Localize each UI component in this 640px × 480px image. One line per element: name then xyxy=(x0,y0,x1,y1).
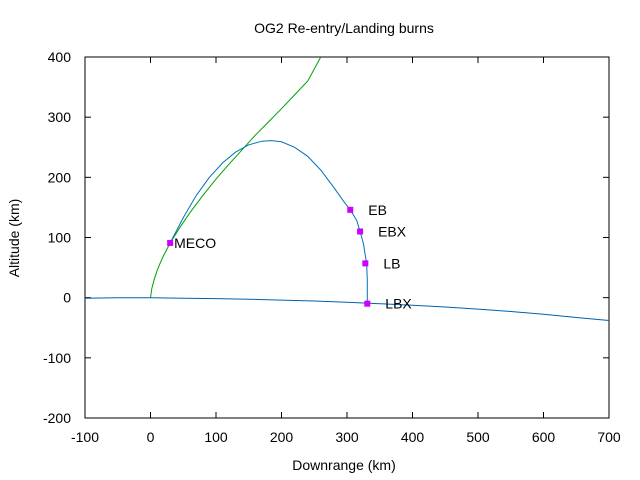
x-tick-label: 100 xyxy=(204,429,228,445)
event-label-eb: EB xyxy=(368,202,387,218)
event-marker-lbx xyxy=(364,300,371,307)
y-tick-label: 400 xyxy=(48,49,72,65)
events-layer: MECO EB EBX LB LBX xyxy=(167,202,412,312)
y-tick-label: 0 xyxy=(63,290,71,306)
y-tick-label: -200 xyxy=(43,410,71,426)
trajectory-line xyxy=(169,140,368,304)
x-tick-label: 300 xyxy=(335,429,359,445)
event-label-lbx: LBX xyxy=(385,296,412,312)
plot-frame xyxy=(84,56,610,419)
y-axis-title: Altitude (km) xyxy=(6,199,22,278)
event-marker-lb xyxy=(362,260,369,267)
series-layer xyxy=(85,57,609,321)
x-tick-label: 600 xyxy=(532,429,556,445)
event-marker-meco xyxy=(167,239,174,246)
x-axis-title: Downrange (km) xyxy=(292,457,395,473)
event-label-meco: MECO xyxy=(174,235,216,251)
y-tick-label: 200 xyxy=(48,169,72,185)
plot-area: -100 0 100 200 300 400 500 600 700-200-100010020… xyxy=(43,49,621,445)
x-tick-label: 700 xyxy=(597,429,621,445)
x-tick-label: -100 xyxy=(71,429,99,445)
ascent-line xyxy=(150,57,322,298)
x-tick-label: 0 xyxy=(147,429,155,445)
ticks: -100 0 100 200 300 400 500 600 700-200-100010020… xyxy=(43,49,621,445)
y-tick-label: 300 xyxy=(48,109,72,125)
chart-title: OG2 Re-entry/Landing burns xyxy=(254,20,434,36)
x-tick-label: 400 xyxy=(401,429,425,445)
x-tick-label: 200 xyxy=(270,429,294,445)
earth-line xyxy=(85,297,609,321)
event-marker-ebx xyxy=(357,228,364,235)
x-tick-label: 500 xyxy=(466,429,490,445)
event-label-lb: LB xyxy=(383,255,400,271)
event-marker-eb xyxy=(347,206,354,213)
y-tick-label: -100 xyxy=(43,350,71,366)
event-label-ebx: EBX xyxy=(378,223,407,239)
y-tick-label: 100 xyxy=(48,230,72,246)
